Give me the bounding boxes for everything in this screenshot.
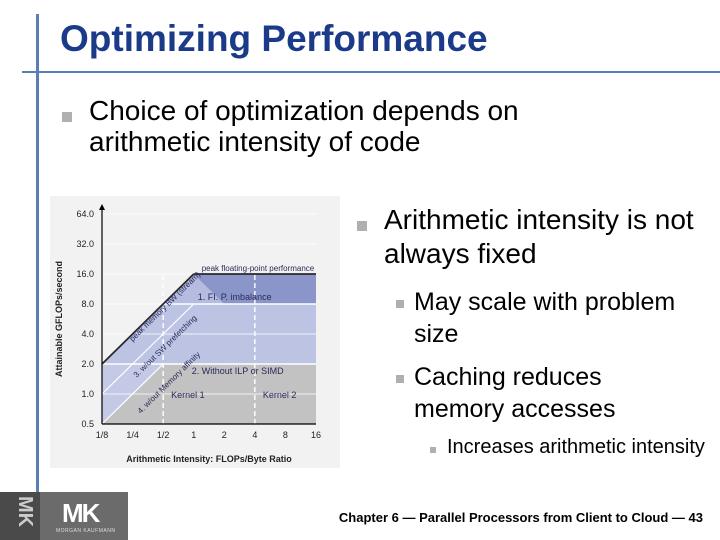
x-tick-label: 1/4 [126, 430, 139, 440]
title-accent-horizontal-line [22, 71, 720, 73]
x-axis-title: Arithmetic Intensity: FLOPs/Byte Ratio [126, 454, 292, 464]
subsub-bullet-text-1: Increases arithmetic intensity [447, 436, 705, 458]
y-tick-label: 32.0 [76, 239, 94, 249]
kernel-label: Kernel 1 [171, 390, 205, 400]
y-axis-title: Attainable GFLOPs/second [54, 261, 64, 377]
x-tick-label: 2 [222, 430, 227, 440]
y-tick-label: 1.0 [81, 389, 94, 399]
logo-vertical-mark: MK [14, 496, 36, 528]
y-tick-label: 2.0 [81, 359, 94, 369]
y-tick-label: 16.0 [76, 269, 94, 279]
subsub-bullet-square-icon [430, 447, 436, 453]
sub-bullet-square-icon [396, 375, 404, 383]
bullet-square-icon [62, 112, 72, 122]
slide-title: Optimizing Performance [60, 18, 488, 59]
bullet-square-icon [357, 221, 367, 231]
slide-footer: Chapter 6 — Parallel Processors from Cli… [338, 510, 703, 525]
sub-bullet-text-2: Caching reduces memory accesses [414, 363, 616, 423]
ceiling-label: 2. Without ILP or SIMD [192, 366, 284, 376]
roofline-chart: peak floating-point performance 1. FI. P.… [50, 196, 340, 468]
diagonal-line [101, 273, 195, 365]
logo-mark: MK [62, 498, 100, 528]
bullet-text-2: Arithmetic intensity is not always fixed [384, 204, 694, 269]
ceiling-label: 1. FI. P. imbalance [198, 292, 272, 302]
diagonal-line [101, 363, 164, 425]
diagonal-line [101, 303, 195, 395]
sub-bullet-square-icon [396, 300, 404, 308]
x-tick-label: 8 [283, 430, 288, 440]
y-axis-arrow [99, 204, 105, 210]
x-tick-label: 1 [191, 430, 196, 440]
x-tick-label: 1/8 [96, 430, 109, 440]
title-accent-vertical-line [36, 14, 39, 526]
y-tick-label: 4.0 [81, 329, 94, 339]
sub-bullet-text-1: May scale with problem size [414, 288, 676, 348]
x-tick-label: 4 [252, 430, 257, 440]
y-tick-label: 64.0 [76, 209, 94, 219]
y-tick-label: 8.0 [81, 299, 94, 309]
roofline-svg: peak floating-point performance 1. FI. P.… [54, 204, 321, 464]
y-tick-label: 0.5 [81, 419, 94, 429]
publisher-logo: MK MK MORGAN KAUFMANN [0, 492, 128, 540]
logo-right-panel [40, 492, 128, 540]
ceiling-label: peak floating-point performance [202, 264, 315, 273]
x-tick-label: 1/2 [157, 430, 170, 440]
bullet-text-1: Choice of optimization depends on arithm… [89, 95, 519, 157]
kernel-label: Kernel 2 [263, 390, 297, 400]
x-tick-label: 16 [311, 430, 321, 440]
logo-subtitle: MORGAN KAUFMANN [56, 528, 116, 534]
logo-left-panel [0, 492, 40, 540]
